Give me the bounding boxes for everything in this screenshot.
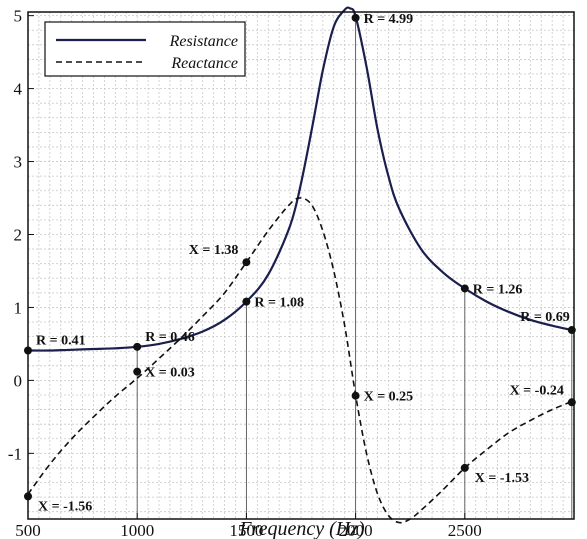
marker-label: R = 0.69 (520, 310, 570, 325)
marker-label: R = 0.41 (36, 333, 86, 348)
data-point-marker (460, 463, 469, 472)
legend-box (44, 21, 246, 77)
marker-label: R = 1.08 (254, 296, 304, 311)
y-tick-label: -1 (8, 444, 22, 463)
legend-reactance-label: Reactance (170, 55, 238, 72)
data-point-marker (242, 258, 251, 267)
marker-label: R = 1.26 (473, 282, 523, 297)
data-point-marker (133, 367, 142, 376)
x-tick-label: 1500 (229, 521, 263, 539)
plot-frame (27, 11, 575, 520)
legend-resistance-label: Resistance (169, 33, 238, 50)
data-point-marker (351, 13, 360, 22)
series-curves (27, 6, 573, 524)
grid-lines (27, 12, 575, 519)
data-point-marker (242, 297, 251, 306)
data-markers (24, 13, 576, 501)
y-tick-label: 4 (14, 80, 23, 99)
marker-label: X = 1.38 (189, 243, 239, 258)
x-axis-label: Frequency (Hz) (238, 518, 365, 539)
x-tick-label: 2500 (448, 521, 482, 539)
marker-labels: R = 0.41 R = 0.46 R = 1.08 R = 4.99 R = 1.26… (36, 12, 570, 515)
marker-label: X = -0.24 (510, 383, 564, 398)
marker-label: R = 0.46 (145, 330, 195, 345)
x-tick-label: 2000 (339, 521, 373, 539)
marker-label: X = 0.25 (364, 390, 414, 405)
drop-lines (136, 16, 573, 519)
series-line-reactance (27, 197, 573, 524)
legend: Resistance Reactance (44, 21, 246, 77)
marker-label: R = 4.99 (364, 12, 414, 27)
data-point-marker (351, 391, 360, 400)
marker-label: X = -1.53 (475, 471, 529, 486)
x-tick-label: 1000 (120, 521, 154, 539)
data-point-marker (460, 284, 469, 293)
y-tick-label: 3 (14, 153, 23, 172)
data-point-marker (133, 342, 142, 351)
y-tick-label: 0 (14, 371, 23, 390)
axis-ticks: 500 1000 1500 2000 2500 -1 0 1 2 3 4 5 (8, 7, 482, 539)
x-tick-label: 500 (15, 521, 41, 539)
y-tick-label: 2 (14, 225, 23, 244)
marker-label: X = -1.56 (38, 499, 92, 514)
marker-label: X = 0.03 (145, 366, 195, 381)
y-tick-label: 5 (14, 7, 23, 26)
y-tick-label: 1 (14, 298, 23, 317)
